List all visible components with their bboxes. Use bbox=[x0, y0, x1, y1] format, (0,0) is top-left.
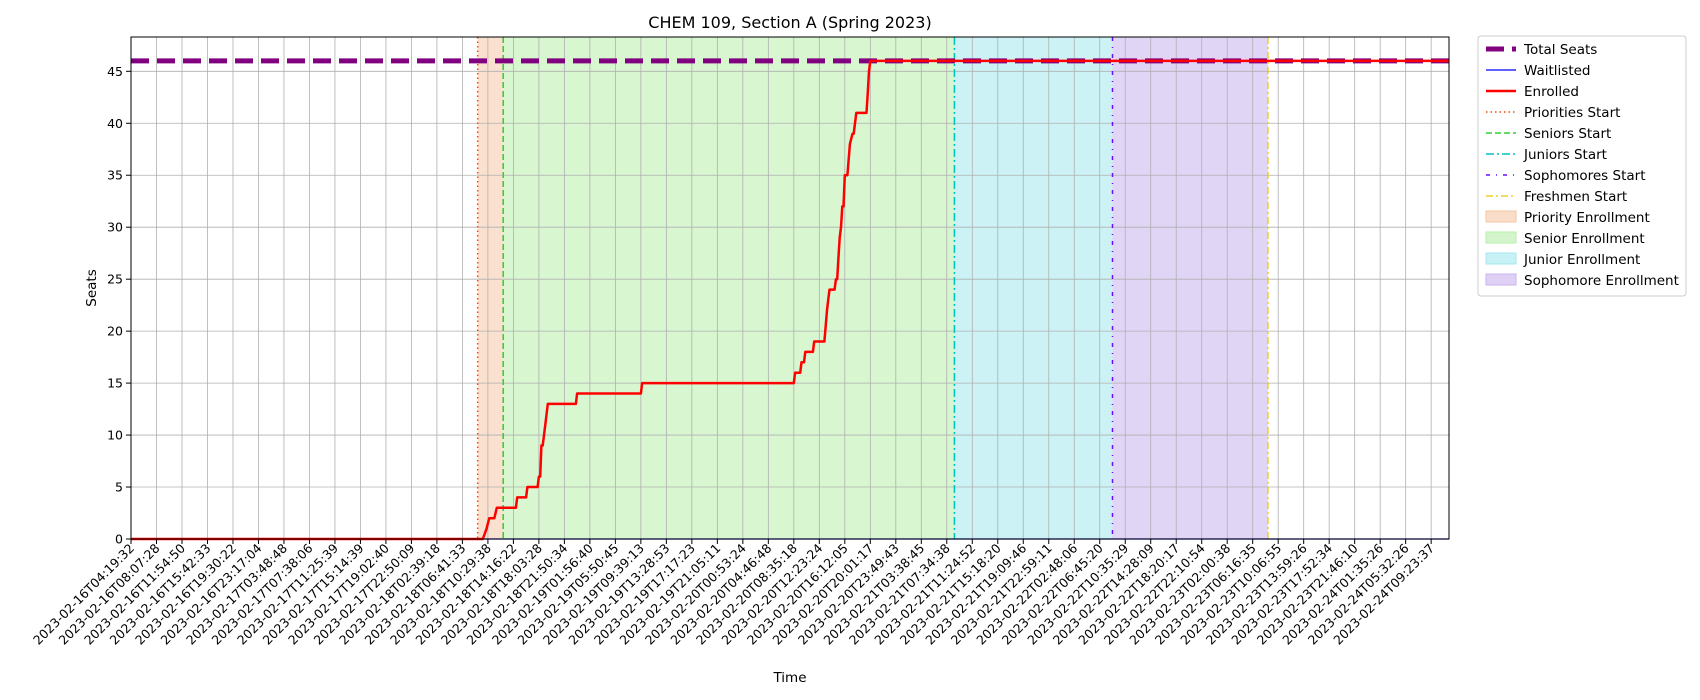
x-axis-label: Time bbox=[772, 670, 806, 686]
legend-label: Priorities Start bbox=[1524, 105, 1620, 121]
plot-frame bbox=[130, 36, 1450, 540]
legend-swatch bbox=[1485, 252, 1517, 265]
legend-swatch bbox=[1485, 210, 1517, 223]
legend-label: Juniors Start bbox=[1523, 147, 1607, 163]
legend: Total Seats Waitlisted Enrolled Priorities … bbox=[1477, 35, 1687, 297]
phase-region-2 bbox=[954, 37, 1113, 539]
legend-label: Waitlisted bbox=[1524, 63, 1591, 79]
phase-regions bbox=[477, 37, 1268, 539]
legend-label: Sophomore Enrollment bbox=[1524, 273, 1679, 289]
y-axis-ticks: 0 5 10 15 20 25 30 35 40 45 bbox=[107, 64, 131, 547]
y-tick-label: 20 bbox=[107, 324, 123, 339]
series-line-2 bbox=[131, 59, 1449, 541]
legend-label: Senior Enrollment bbox=[1524, 231, 1645, 247]
legend-label: Freshmen Start bbox=[1524, 189, 1627, 205]
y-tick-label: 25 bbox=[107, 272, 123, 287]
y-tick-label: 35 bbox=[107, 168, 123, 183]
legend-label: Enrolled bbox=[1524, 84, 1579, 100]
legend-swatch bbox=[1485, 231, 1517, 244]
legend-label: Seniors Start bbox=[1524, 126, 1611, 142]
chart-title: CHEM 109, Section A (Spring 2023) bbox=[648, 13, 931, 32]
phase-region-0 bbox=[477, 37, 504, 539]
y-tick-label: 10 bbox=[107, 428, 123, 443]
y-tick-label: 40 bbox=[107, 116, 123, 131]
y-tick-label: 5 bbox=[115, 480, 123, 495]
y-tick-label: 0 bbox=[115, 532, 123, 547]
y-tick-label: 15 bbox=[107, 376, 123, 391]
y-tick-label: 30 bbox=[107, 220, 123, 235]
legend-swatch bbox=[1485, 273, 1517, 286]
legend-label: Total Seats bbox=[1523, 42, 1597, 58]
grid-lines bbox=[130, 37, 1449, 540]
legend-label: Junior Enrollment bbox=[1523, 252, 1640, 268]
legend-label: Sophomores Start bbox=[1524, 168, 1646, 184]
y-tick-label: 45 bbox=[107, 64, 123, 79]
x-axis-ticks: 2023-02-16T04:19:322023-02-16T08:07:2820… bbox=[30, 539, 1437, 648]
legend-box bbox=[1477, 35, 1687, 297]
legend-label: Priority Enrollment bbox=[1524, 210, 1650, 226]
phase-region-1 bbox=[503, 37, 955, 539]
phase-region-3 bbox=[1112, 37, 1268, 539]
phase-lines bbox=[476, 37, 1269, 539]
y-axis-label: Seats bbox=[84, 269, 100, 306]
